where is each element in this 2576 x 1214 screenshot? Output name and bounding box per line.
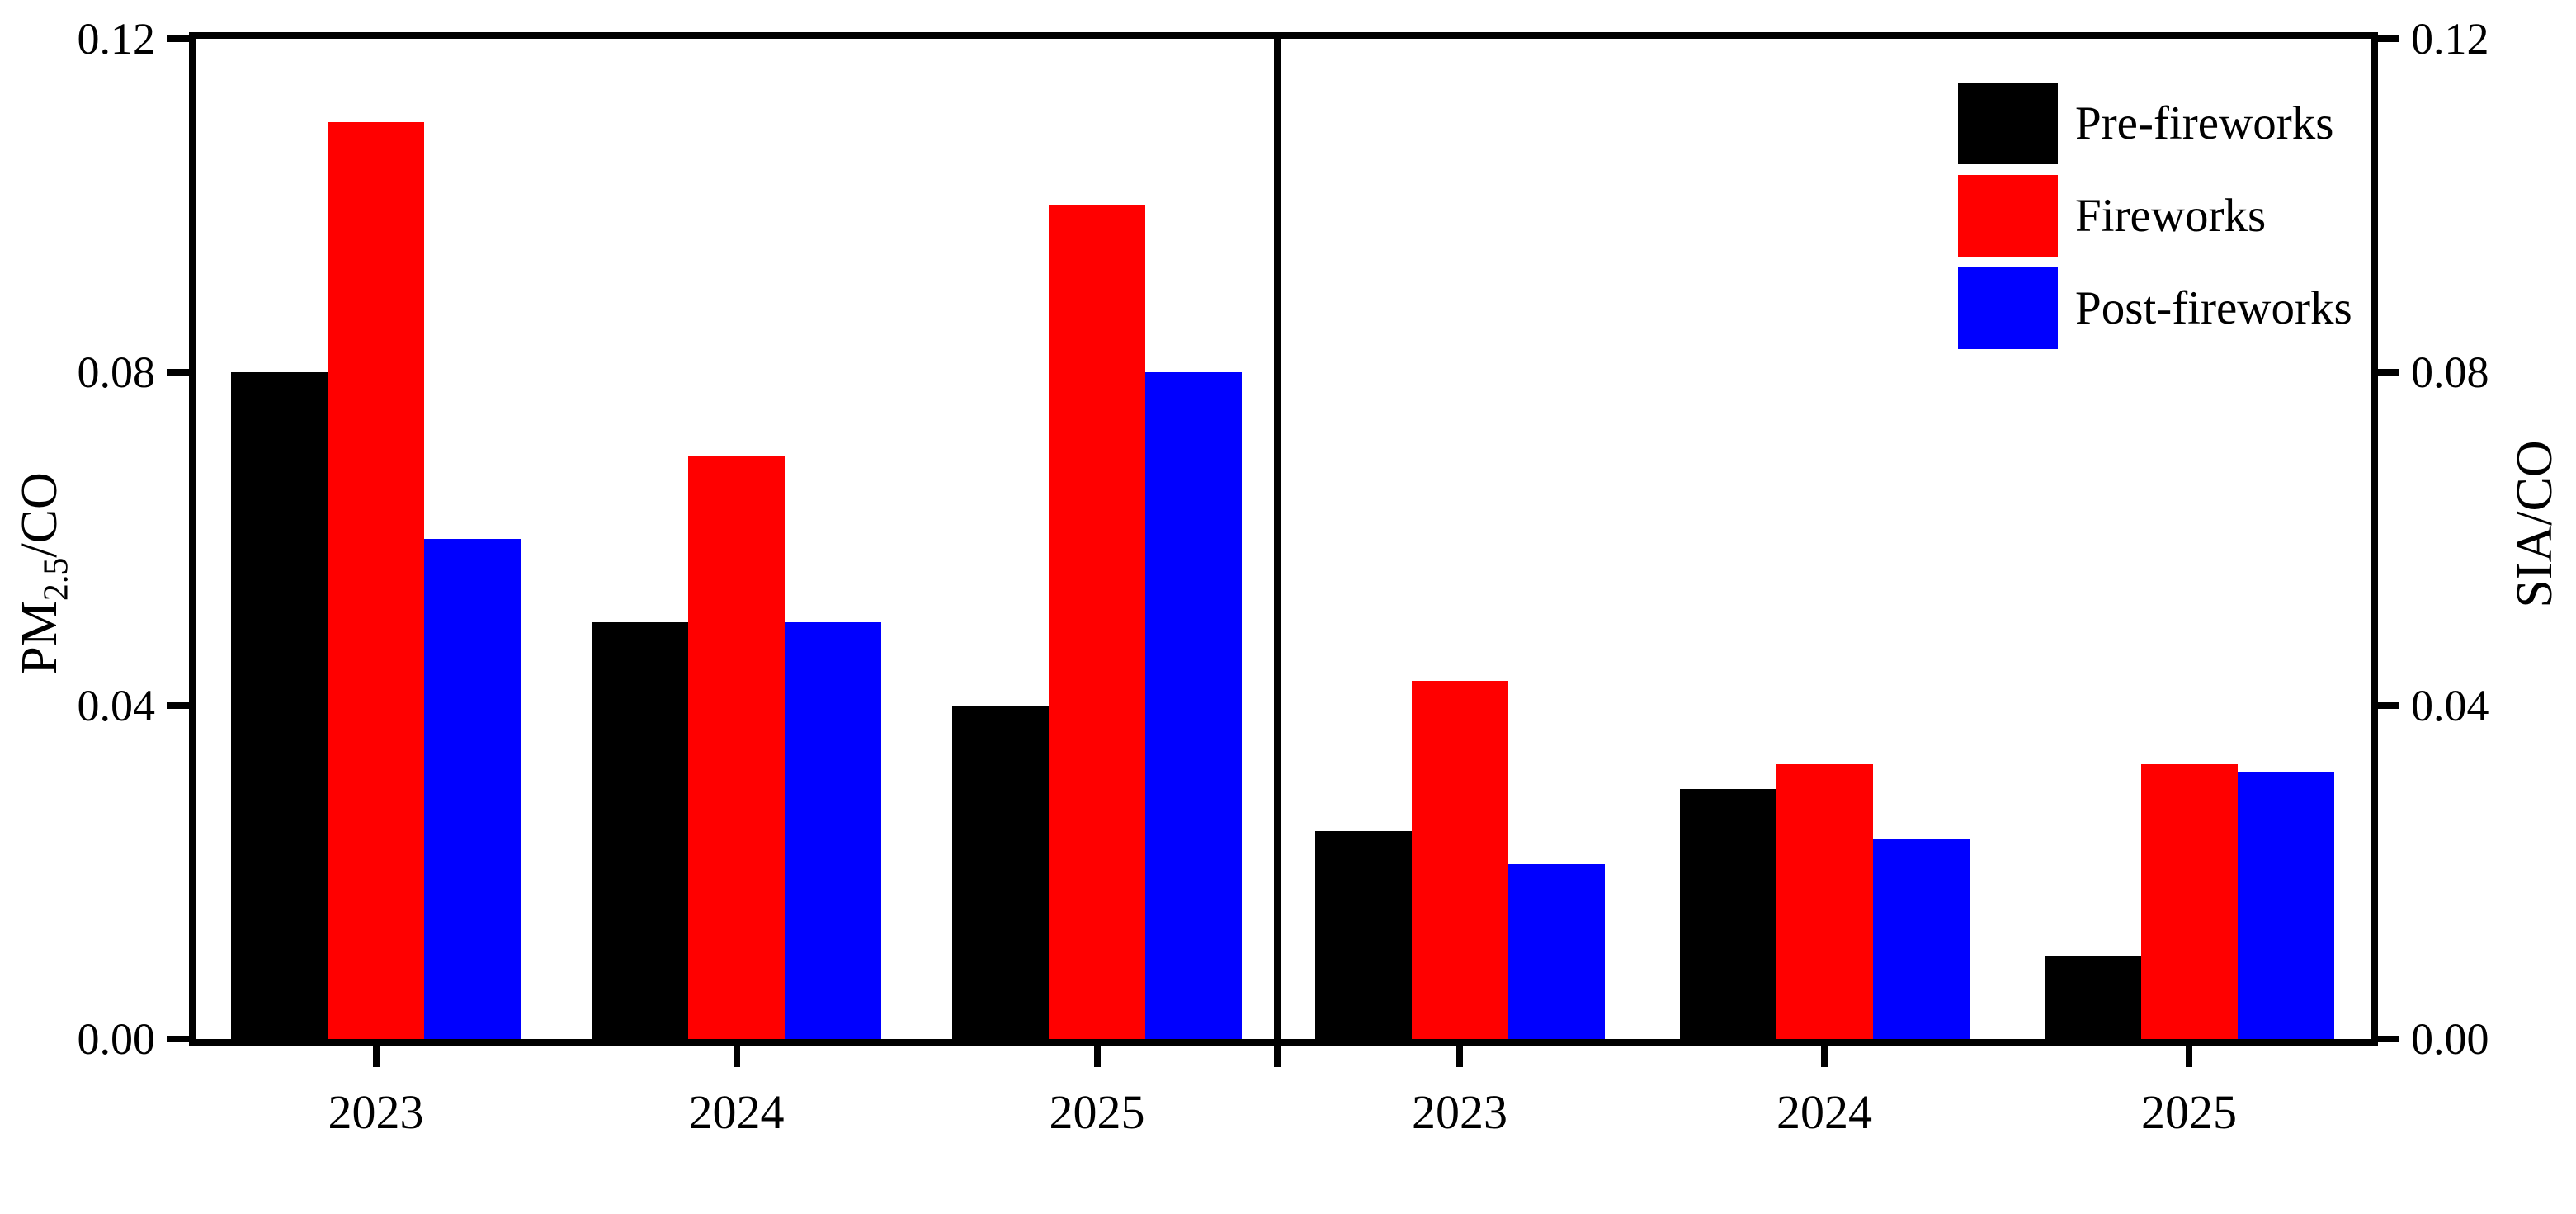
y-tick-label-right-0.08: 0.08 xyxy=(2411,347,2489,397)
bar-pm25-co-post-fireworks-2024 xyxy=(785,622,881,1039)
bar-pm25-co-fireworks-2025 xyxy=(1049,205,1145,1039)
y-tick-right-0.08 xyxy=(2378,369,2399,376)
x-tick-panel-divider xyxy=(1274,1046,1281,1067)
y-tick-left-0.12 xyxy=(167,35,189,42)
bar-pm25-co-pre-fireworks-2024 xyxy=(592,622,688,1039)
x-tick-label-pm25-co-2024: 2024 xyxy=(688,1085,785,1139)
y-axis-title-right-base: SIA xyxy=(2507,525,2563,608)
legend-swatch-post-fireworks xyxy=(1958,267,2058,349)
y-axis-title-left-subscript: 2.5 xyxy=(37,557,76,602)
y-axis-title-left: PM2.5/CO xyxy=(12,472,75,675)
x-tick-sia-co-2025 xyxy=(2186,1046,2192,1067)
plot-frame xyxy=(189,32,2378,1046)
y-tick-left-0.00 xyxy=(167,1036,189,1042)
bar-pm25-co-fireworks-2023 xyxy=(328,122,424,1039)
bar-sia-co-post-fireworks-2024 xyxy=(1872,838,1970,1039)
legend-label-pre-fireworks: Pre-fireworks xyxy=(2075,97,2334,149)
bar-sia-co-pre-fireworks-2025 xyxy=(2044,956,2141,1039)
bar-pm25-co-pre-fireworks-2025 xyxy=(952,706,1049,1039)
panel-divider-line xyxy=(1274,39,1281,1039)
x-tick-label-sia-co-2024: 2024 xyxy=(1776,1085,1872,1139)
y-axis-title-left-rest: /CO xyxy=(12,472,68,558)
y-tick-label-left-0.12: 0.12 xyxy=(77,14,156,64)
bar-sia-co-pre-fireworks-2023 xyxy=(1314,830,1412,1039)
y-tick-right-0.12 xyxy=(2378,35,2399,42)
bar-pm25-co-post-fireworks-2023 xyxy=(424,539,521,1039)
y-axis-title-left-base: PM xyxy=(12,601,68,675)
legend-swatch-fireworks xyxy=(1958,175,2058,257)
y-axis-title-right-rest: /CO xyxy=(2507,440,2563,526)
y-tick-left-0.04 xyxy=(167,702,189,709)
bar-sia-co-fireworks-2024 xyxy=(1776,763,1873,1039)
y-tick-label-left-0.08: 0.08 xyxy=(77,347,156,397)
x-tick-sia-co-2024 xyxy=(1821,1046,1828,1067)
legend-swatch-pre-fireworks xyxy=(1958,83,2058,164)
y-tick-right-0.00 xyxy=(2378,1036,2399,1042)
bar-sia-co-post-fireworks-2023 xyxy=(1507,863,1605,1039)
x-tick-label-sia-co-2025: 2025 xyxy=(2141,1085,2237,1139)
x-tick-label-pm25-co-2025: 2025 xyxy=(1049,1085,1145,1139)
legend-label-post-fireworks: Post-fireworks xyxy=(2075,282,2352,334)
y-tick-right-0.04 xyxy=(2378,702,2399,709)
x-tick-pm25-co-2025 xyxy=(1093,1046,1101,1067)
bar-sia-co-fireworks-2023 xyxy=(1411,680,1508,1039)
bar-sia-co-post-fireworks-2025 xyxy=(2237,772,2334,1039)
y-tick-left-0.08 xyxy=(167,369,189,376)
x-tick-label-sia-co-2023: 2023 xyxy=(1412,1085,1507,1139)
x-tick-label-pm25-co-2023: 2023 xyxy=(328,1085,424,1139)
y-tick-label-left-0.04: 0.04 xyxy=(77,681,156,730)
bar-pm25-co-post-fireworks-2025 xyxy=(1145,372,1242,1039)
x-tick-pm25-co-2024 xyxy=(733,1046,740,1067)
y-tick-label-left-0.00: 0.00 xyxy=(77,1014,156,1064)
bar-sia-co-pre-fireworks-2024 xyxy=(1679,789,1776,1039)
y-tick-label-right-0.04: 0.04 xyxy=(2411,681,2489,730)
y-tick-label-right-0.12: 0.12 xyxy=(2411,14,2489,64)
x-tick-pm25-co-2023 xyxy=(372,1046,380,1067)
bar-pm25-co-fireworks-2024 xyxy=(688,456,785,1039)
legend-label-fireworks: Fireworks xyxy=(2075,190,2267,242)
x-tick-sia-co-2023 xyxy=(1456,1046,1463,1067)
bar-pm25-co-pre-fireworks-2023 xyxy=(231,372,328,1039)
y-axis-title-right: SIA/CO xyxy=(2507,440,2563,608)
y-tick-label-right-0.00: 0.00 xyxy=(2411,1014,2489,1064)
bar-sia-co-fireworks-2025 xyxy=(2140,763,2238,1039)
